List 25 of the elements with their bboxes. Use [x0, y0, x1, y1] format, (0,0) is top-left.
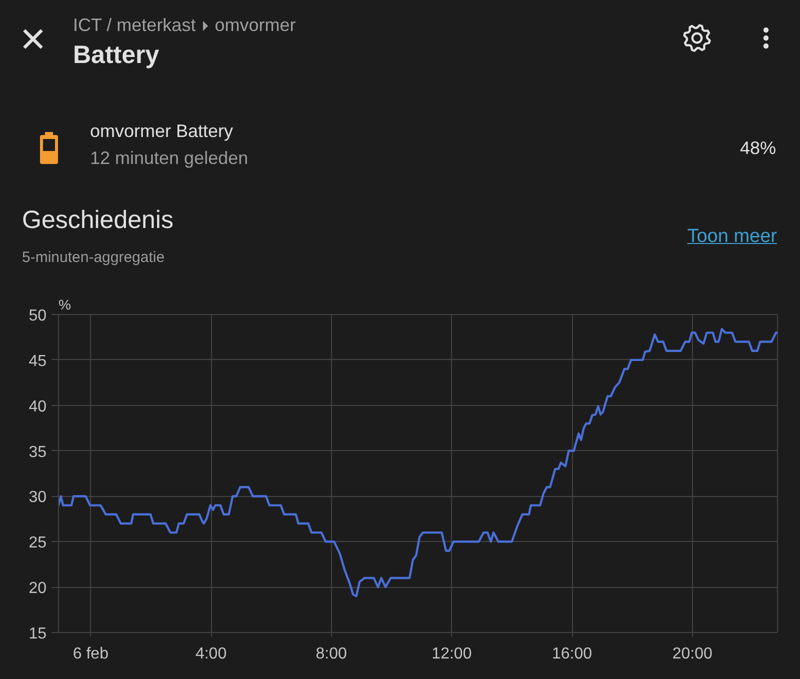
- y-tick-label: 35: [28, 444, 47, 461]
- y-axis-title: %: [58, 296, 71, 312]
- y-tick-label: 20: [28, 580, 47, 598]
- y-tick-label: 30: [28, 489, 47, 506]
- text: ICT / meterkast: [73, 15, 196, 37]
- chart-subtitle: 5-minuten-aggregatie: [22, 249, 165, 267]
- x-tick-label: 16:00: [552, 646, 592, 662]
- text: Battery: [73, 40, 160, 70]
- y-tick-label: 40: [28, 398, 47, 416]
- y-tick-label: 45: [28, 352, 47, 370]
- chart-title: Geschiedenis: [22, 205, 174, 235]
- text: 12 minuten geleden: [90, 148, 248, 170]
- y-tick-label: 15: [28, 626, 47, 642]
- y-tick-label: 25: [28, 534, 47, 552]
- y-tick-label: 50: [28, 308, 47, 324]
- text: 48%: [740, 138, 776, 160]
- x-tick-label: 8:00: [316, 646, 348, 662]
- x-tick-label: 6 feb: [72, 646, 109, 662]
- x-tick-label: 4:00: [195, 646, 227, 662]
- text: omvormer Battery: [90, 121, 234, 143]
- x-tick-label: 12:00: [432, 646, 472, 662]
- x-tick-label: 20:00: [672, 646, 712, 662]
- line-series: [58, 328, 778, 598]
- text: Toon meer: [687, 226, 777, 249]
- text: omvormer: [214, 15, 296, 37]
